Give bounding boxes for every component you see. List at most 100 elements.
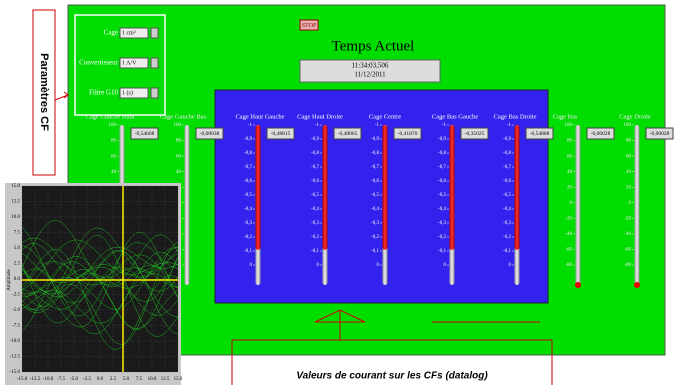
- gauge-tick-label: -0,9: [371, 137, 379, 142]
- gauge-value: -0,00028: [591, 131, 611, 137]
- scope-y-tick: -5.0: [12, 308, 20, 313]
- gauge-tick-label: -0,3: [244, 221, 252, 226]
- scope-y-tick: 5.0: [14, 246, 21, 251]
- gauge-label: Cage Bas Droite: [494, 113, 537, 120]
- gauge-tube: [184, 125, 190, 285]
- gauge-fill: [322, 125, 328, 250]
- gauge-tick-label: -0,7: [503, 165, 511, 170]
- gauge-tick-label: 20: [626, 185, 632, 190]
- scope-x-tick: 15.0: [174, 377, 183, 382]
- gauge-tick-label: -0,9: [311, 137, 319, 142]
- gauge-tick-label: -0,4: [311, 207, 319, 212]
- scope-y-tick: 12.5: [11, 200, 20, 205]
- control-value: 1 cm²: [122, 30, 136, 36]
- gauge-label: Cage Bas: [553, 113, 578, 120]
- scope-x-tick: -15.0: [17, 377, 28, 382]
- gauge-display: [130, 127, 159, 140]
- gauge-display: [333, 127, 362, 140]
- gauge-tick-label: -0,5: [371, 193, 379, 198]
- gauge-fill: [255, 125, 261, 250]
- gauge-tick-label: -0,9: [438, 137, 446, 142]
- clock-title: Temps Actuel: [332, 38, 415, 54]
- gauge-tick-label: -0,6: [371, 179, 379, 184]
- scope-x-tick: 10.0: [148, 377, 157, 382]
- gauge-fill: [514, 125, 520, 250]
- scope-x-tick: 2.5: [110, 377, 117, 382]
- gauge-tick-label: -0,6: [311, 179, 319, 184]
- scope-trace: [22, 237, 178, 288]
- gauge-tick-label: -1: [375, 123, 380, 128]
- control-label: Filtre G10: [89, 89, 118, 97]
- gauge-tick-label: 60: [567, 154, 573, 159]
- gauge-display: [266, 127, 295, 140]
- gauge-value: -0,54608: [135, 131, 155, 137]
- scope-y-tick: 2.5: [14, 262, 21, 267]
- gauge-tick-label: -60: [624, 248, 631, 253]
- gauge-tick-label: -0,9: [244, 137, 252, 142]
- scope-trace: [22, 243, 178, 335]
- control-arrow[interactable]: [150, 57, 159, 69]
- gauge-tick-label: -40: [565, 232, 572, 237]
- stop-button[interactable]: [299, 19, 319, 31]
- gauge-tick-label: 40: [567, 170, 573, 175]
- gauge-tick-label: -0,6: [244, 179, 252, 184]
- gauge-tick-label: -60: [565, 248, 572, 253]
- scope-x-tick: -5.0: [70, 377, 78, 382]
- gauge-tick-label: -0,3: [311, 221, 319, 226]
- clock-time: 11:34:03,506: [352, 62, 389, 70]
- scope-trace: [22, 232, 178, 328]
- gauge-value: -0,48815: [271, 131, 291, 137]
- control-value: 1 (s): [122, 89, 133, 96]
- gauge-tick-label: -0,2: [438, 235, 446, 240]
- stop-label: STOP: [302, 23, 317, 29]
- gauge-fill: [449, 125, 455, 250]
- gauge-label: Cage Droite: [619, 113, 651, 120]
- scope-trace: [22, 241, 178, 345]
- gauge-display: [525, 127, 554, 140]
- gauge-value: -0,48065: [338, 131, 358, 137]
- gauge-tick-label: 60: [111, 154, 117, 159]
- gauge-tick-label: -0,5: [503, 193, 511, 198]
- gauge-tick-label: 40: [626, 170, 632, 175]
- gauge-tick-label: -0,1: [438, 249, 446, 254]
- gauge-value: -0,35025: [465, 131, 485, 137]
- gauge-tick-label: -0,4: [503, 207, 511, 212]
- scope-trace: [22, 248, 178, 350]
- gauge-tick-label: 100: [624, 123, 632, 128]
- gauge-tick-label: -0,2: [503, 235, 511, 240]
- scope-trace: [22, 246, 178, 298]
- gauge-tube: [575, 125, 581, 285]
- gauge-tick-label: 0: [444, 263, 447, 268]
- control-label: Convertisseur: [79, 59, 119, 67]
- scope-x-tick: 12.5: [161, 377, 170, 382]
- control-arrow[interactable]: [150, 87, 159, 99]
- gauge-tick-label: -80: [565, 263, 572, 268]
- gauge-bulb: [575, 282, 581, 288]
- gauge-tick-label: 0: [317, 263, 320, 268]
- control-arrow[interactable]: [150, 27, 159, 39]
- gauge-tick-label: -0,8: [244, 151, 252, 156]
- side-box: [32, 9, 56, 176]
- control-field[interactable]: [119, 57, 149, 69]
- gauge-tick-label: -0,8: [311, 151, 319, 156]
- control-field[interactable]: [119, 27, 149, 39]
- gauge-tick-label: -0,4: [371, 207, 379, 212]
- scope-y-tick: -7.5: [12, 324, 20, 329]
- gauge-label: Cage Bas Gauche: [432, 113, 478, 120]
- scope-y-tick: 15.0: [11, 184, 20, 189]
- control-field[interactable]: [119, 87, 149, 99]
- scope-x-tick: 7.5: [136, 377, 143, 382]
- gauge-tick-label: -0,9: [503, 137, 511, 142]
- gauge-tick-label: -80: [624, 263, 631, 268]
- gauge-label: Cage Haut Droite: [297, 113, 343, 120]
- gauge-tick-label: -0,1: [503, 249, 511, 254]
- scope-trace: [22, 234, 178, 331]
- gauge-tick-label: 80: [111, 139, 117, 144]
- gauge-tick-label: 0: [570, 201, 573, 206]
- gauge-tick-label: -0,1: [371, 249, 379, 254]
- gauge-tick-label: -20: [624, 216, 631, 221]
- scope-y-tick: -15.0: [10, 370, 21, 375]
- scope-trace: [22, 250, 178, 317]
- gauge-label: Cage Gauche Bas: [160, 113, 207, 120]
